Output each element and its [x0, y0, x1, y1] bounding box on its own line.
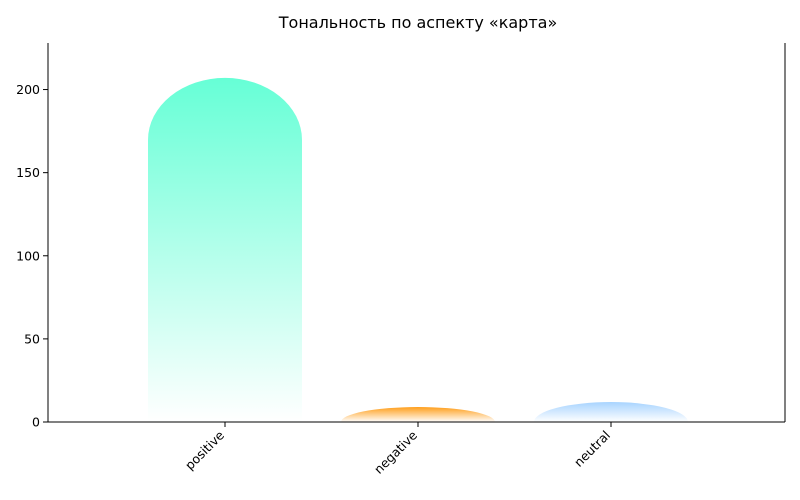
y-tick-label: 200	[16, 82, 40, 97]
bar-positive	[148, 77, 302, 422]
x-axis: positive negative neutral	[48, 421, 785, 477]
bar-negative	[341, 407, 495, 422]
y-tick-label: 150	[16, 165, 40, 180]
x-tick-label-neutral: neutral	[571, 428, 613, 470]
chart-title: Тональность по аспекту «карта»	[278, 13, 557, 32]
y-tick-label: 100	[16, 248, 40, 263]
y-axis: 0 50 100 150 200	[16, 43, 786, 430]
bars-group	[148, 77, 688, 422]
x-tick-label-positive: positive	[182, 427, 227, 472]
y-tick-label: 50	[24, 331, 40, 346]
y-tick-label: 0	[32, 415, 40, 430]
bar-neutral	[534, 402, 688, 422]
x-tick-label-negative: negative	[371, 427, 420, 476]
